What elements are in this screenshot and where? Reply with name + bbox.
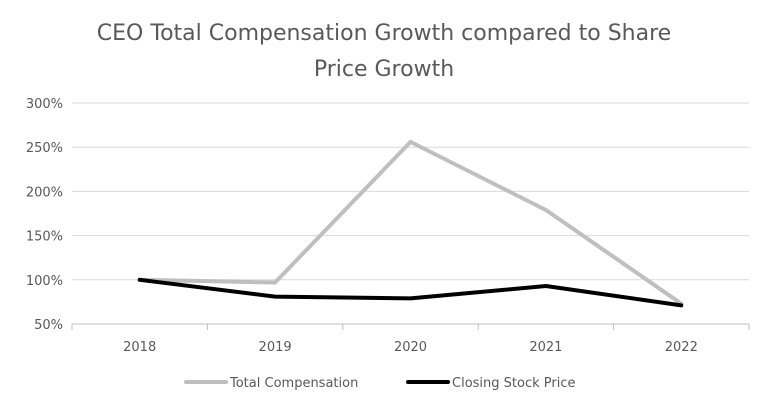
y-axis: 50% 100% 150% 200% 250% 300% [26, 97, 63, 333]
y-tick-label: 200% [26, 185, 63, 200]
series [137, 139, 684, 308]
x-tick-label: 2020 [394, 340, 427, 355]
chart-title: CEO Total Compensation Growth compared t… [97, 21, 671, 82]
y-tick-label: 300% [26, 97, 63, 112]
series-line-total-compensation [137, 139, 684, 306]
x-tick-label: 2021 [529, 340, 562, 355]
y-tick-label: 100% [26, 274, 63, 289]
x-axis: 2018 2019 2020 2021 2022 [71, 323, 750, 355]
y-tick-label: 150% [26, 230, 63, 245]
chart-title-line-1: CEO Total Compensation Growth compared t… [97, 21, 671, 46]
y-tick-label: 250% [26, 141, 63, 156]
legend-label: Total Compensation [229, 376, 358, 391]
legend: Total Compensation Closing Stock Price [184, 376, 575, 391]
x-tick-label: 2018 [123, 340, 156, 355]
x-tick-label: 2022 [665, 340, 698, 355]
chart-title-line-2: Price Growth [314, 57, 454, 82]
y-tick-label: 50% [34, 318, 63, 333]
x-tick-label: 2019 [259, 340, 292, 355]
legend-label: Closing Stock Price [452, 376, 575, 391]
gridlines [72, 102, 749, 281]
series-line-closing-stock-price [137, 277, 684, 308]
